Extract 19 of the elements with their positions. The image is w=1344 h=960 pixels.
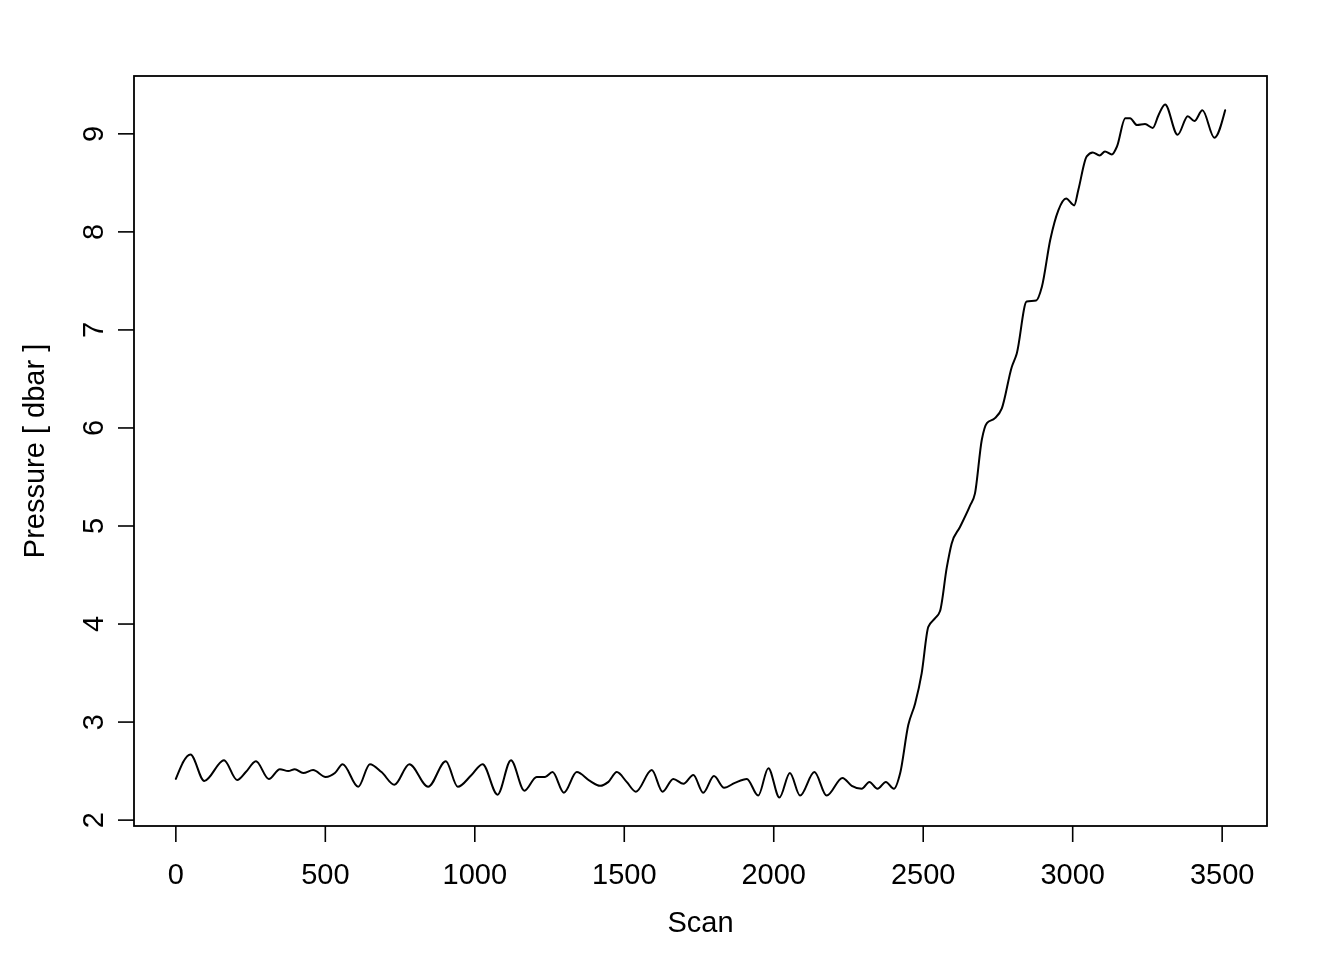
y-tick-label: 8 [77, 223, 109, 240]
x-tick-label: 0 [167, 858, 184, 890]
x-tick-label: 3000 [1040, 858, 1105, 890]
y-tick-label: 6 [77, 419, 109, 437]
x-axis-title: Scan [667, 906, 734, 938]
x-tick-label: 2500 [890, 858, 956, 890]
y-axis-title: Pressure [ dbar ] [18, 343, 50, 559]
y-tick-label: 5 [77, 517, 109, 535]
x-tick-label: 1000 [442, 858, 508, 890]
x-tick-label: 3500 [1189, 858, 1255, 890]
y-tick-label: 9 [77, 125, 109, 142]
line-series [174, 103, 1227, 799]
y-tick-label: 4 [77, 615, 109, 633]
x-tick-label: 2000 [741, 858, 806, 890]
y-tick-label: 3 [77, 714, 109, 731]
y-tick-label: 2 [77, 812, 109, 829]
x-tick-label: 500 [301, 858, 350, 890]
y-tick-label: 7 [77, 321, 109, 338]
x-tick-label: 1500 [592, 858, 657, 890]
